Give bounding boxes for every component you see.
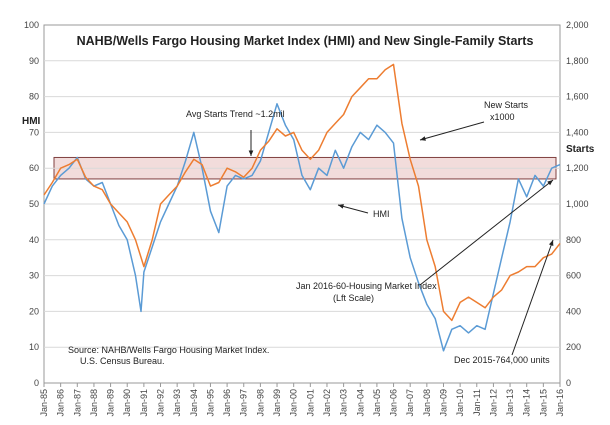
x-tick-label: Jan-89 — [106, 389, 116, 417]
x-tick-label: Jan-00 — [289, 389, 299, 417]
x-tick-label: Jan-06 — [389, 389, 399, 417]
right-tick-label: 600 — [566, 271, 581, 281]
new-starts-label-line2: x1000 — [490, 112, 515, 122]
avg-trend-arrow-head — [248, 150, 254, 156]
left-tick-label: 0 — [34, 378, 39, 388]
right-axis-title: Starts — [566, 144, 595, 155]
axes-group: 0 10 20 30 40 50 60 70 80 90 100 0 200 400 600 800 1,000… — [24, 20, 589, 417]
x-tick-label: Jan-16 — [555, 389, 565, 417]
left-tick-label: 80 — [29, 92, 39, 102]
x-tick-label: Jan-12 — [488, 389, 498, 417]
x-tick-label: Jan-94 — [189, 389, 199, 417]
new-starts-arrow-head — [420, 136, 426, 141]
x-tick-label: Jan-96 — [222, 389, 232, 417]
source-line1: Source: NAHB/Wells Fargo Housing Market … — [68, 345, 269, 355]
x-tick-label: Jan-88 — [89, 389, 99, 417]
x-tick-label: Jan-14 — [522, 389, 532, 417]
x-tick-label: Jan-97 — [239, 389, 249, 417]
annotations-group: Avg Starts Trend ~1.2mil New Starts x1000 H… — [68, 100, 554, 366]
new-starts-line — [43, 63, 561, 322]
right-tick-label: 1,600 — [566, 92, 589, 102]
hmi-line — [43, 103, 561, 352]
left-tick-label: 40 — [29, 235, 39, 245]
jan2016-arrow-head — [547, 180, 553, 186]
jan2016-arrow — [419, 179, 554, 286]
x-tick-label: Jan-03 — [339, 389, 349, 417]
dec2015-arrow-head — [548, 240, 554, 246]
chart-title: NAHB/Wells Fargo Housing Market Index (H… — [77, 34, 534, 48]
x-tick-label: Jan-93 — [172, 389, 182, 417]
x-tick-label: Jan-95 — [205, 389, 215, 417]
x-tick-label: Jan-90 — [122, 389, 132, 417]
left-tick-label: 30 — [29, 271, 39, 281]
x-tick-label: Jan-05 — [372, 389, 382, 417]
right-tick-label: 800 — [566, 235, 581, 245]
x-tick-label: Jan-08 — [422, 389, 432, 417]
left-tick-label: 90 — [29, 56, 39, 66]
left-tick-label: 50 — [29, 199, 39, 209]
right-tick-label: 2,000 — [566, 20, 589, 30]
hmi-arrow-head — [338, 204, 344, 209]
x-tick-label: Jan-13 — [505, 389, 515, 417]
x-tick-label: Jan-09 — [438, 389, 448, 417]
left-tick-label: 60 — [29, 163, 39, 173]
dec2015-arrow — [511, 239, 554, 356]
left-axis-title: HMI — [22, 116, 41, 127]
jan2016-label-line1: Jan 2016-60-Housing Market Index — [296, 281, 437, 291]
jan2016-label-line2: (Lft Scale) — [333, 293, 374, 303]
right-tick-label: 1,800 — [566, 56, 589, 66]
x-tick-label: Jan-92 — [156, 389, 166, 417]
x-tick-label: Jan-02 — [322, 389, 332, 417]
x-tick-label: Jan-10 — [455, 389, 465, 417]
left-tick-label: 20 — [29, 306, 39, 316]
left-tick-label: 70 — [29, 127, 39, 137]
x-tick-label: Jan-91 — [139, 389, 149, 417]
right-tick-label: 200 — [566, 342, 581, 352]
x-tick-label: Jan-01 — [305, 389, 315, 417]
new-starts-arrow — [419, 121, 485, 141]
hmi-label: HMI — [373, 209, 390, 219]
x-tick-label: Jan-11 — [472, 389, 482, 416]
source-line2: U.S. Census Bureau. — [80, 356, 165, 366]
x-tick-label: Jan-98 — [255, 389, 265, 417]
left-tick-label: 100 — [24, 20, 39, 30]
right-tick-label: 400 — [566, 306, 581, 316]
series-group — [43, 63, 561, 352]
dec2015-label: Dec 2015-764,000 units — [454, 355, 550, 365]
avg-starts-trend-label: Avg Starts Trend ~1.2mil — [186, 109, 285, 119]
x-tick-label: Jan-86 — [56, 389, 66, 417]
right-tick-label: 0 — [566, 378, 571, 388]
left-tick-label: 10 — [29, 342, 39, 352]
x-tick-label: Jan-07 — [405, 389, 415, 417]
right-tick-label: 1,400 — [566, 127, 589, 137]
new-starts-label-line1: New Starts — [484, 100, 529, 110]
x-tick-label: Jan-99 — [272, 389, 282, 417]
x-tick-label: Jan-87 — [72, 389, 82, 417]
right-tick-label: 1,000 — [566, 199, 589, 209]
x-tick-label: Jan-85 — [39, 389, 49, 417]
x-tick-label: Jan-15 — [538, 389, 548, 417]
right-tick-label: 1,200 — [566, 163, 589, 173]
x-tick-label: Jan-04 — [355, 389, 365, 417]
